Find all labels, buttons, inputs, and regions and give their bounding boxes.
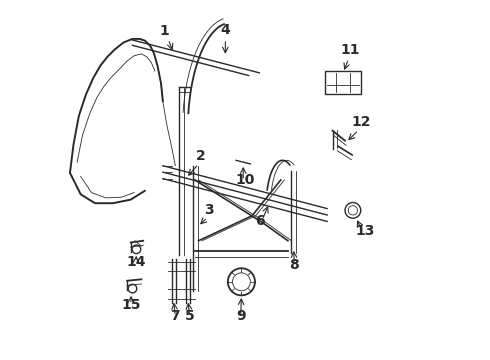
Text: 9: 9 xyxy=(236,309,245,323)
Text: 8: 8 xyxy=(290,258,299,271)
Text: 4: 4 xyxy=(220,23,230,36)
Text: 12: 12 xyxy=(351,115,371,129)
Text: 13: 13 xyxy=(355,224,374,238)
Text: 5: 5 xyxy=(185,309,195,323)
Text: 7: 7 xyxy=(171,309,180,323)
Text: 10: 10 xyxy=(235,173,255,187)
Text: 14: 14 xyxy=(126,256,146,269)
Text: 15: 15 xyxy=(121,298,141,312)
Text: 3: 3 xyxy=(204,203,214,217)
Text: 6: 6 xyxy=(255,213,265,228)
Text: 1: 1 xyxy=(160,24,170,38)
Text: 11: 11 xyxy=(341,43,360,57)
Text: 2: 2 xyxy=(196,149,205,163)
